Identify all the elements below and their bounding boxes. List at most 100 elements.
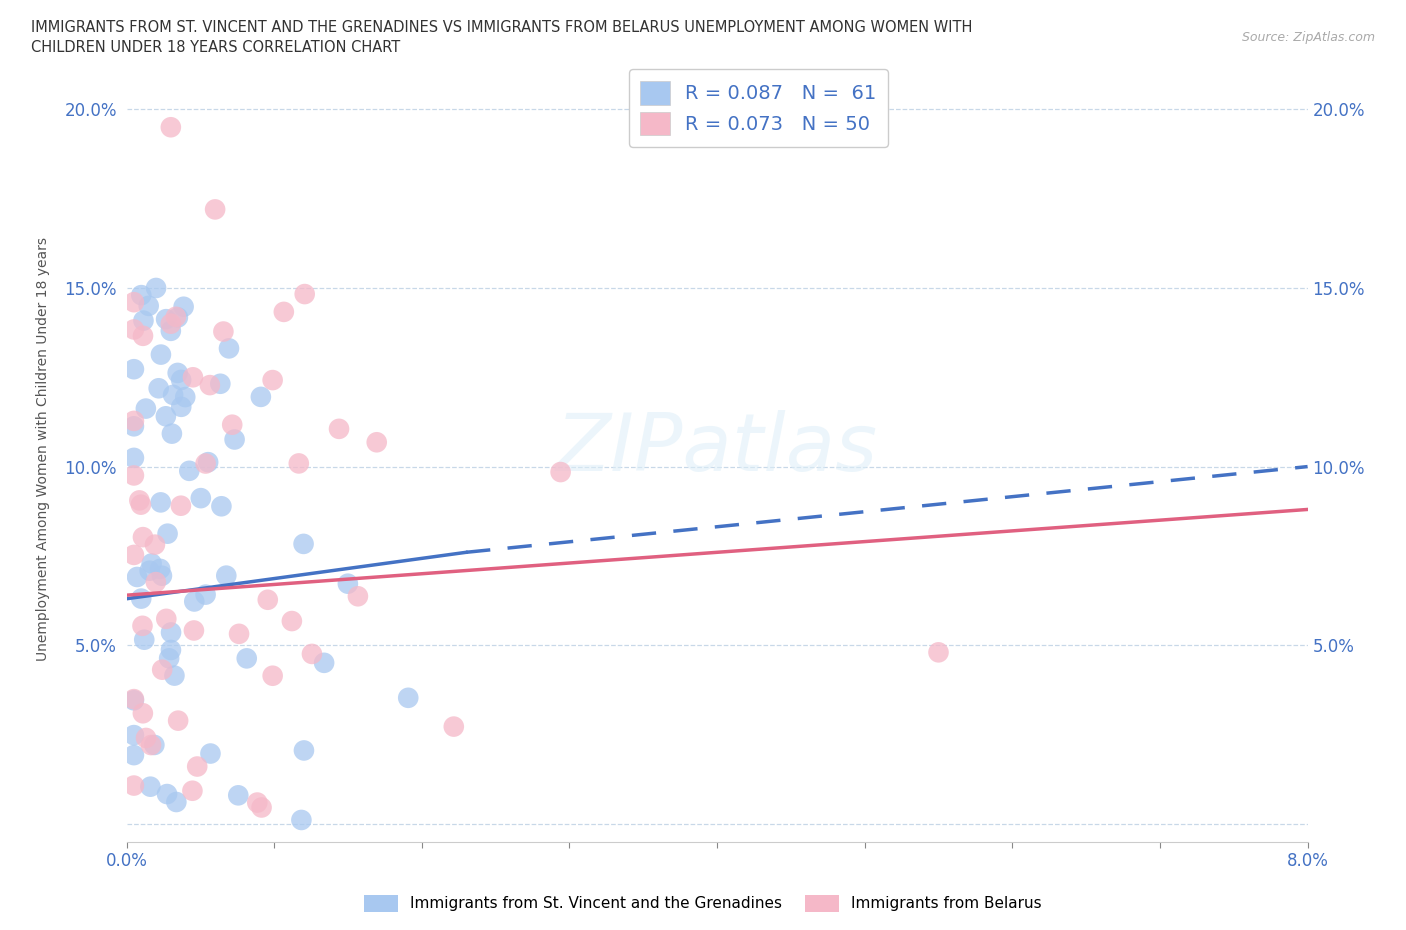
Point — [366, 435, 388, 450]
Point — [328, 421, 350, 436]
Point — [132, 706, 155, 721]
Point — [224, 432, 246, 447]
Point — [131, 618, 153, 633]
Point — [163, 668, 186, 683]
Point — [262, 373, 284, 388]
Y-axis label: Unemployment Among Women with Children Under 18 years: Unemployment Among Women with Children U… — [37, 237, 51, 660]
Point — [218, 341, 240, 356]
Point — [173, 299, 195, 314]
Point — [290, 813, 312, 828]
Point — [150, 662, 173, 677]
Point — [347, 589, 370, 604]
Point — [170, 372, 193, 387]
Point — [135, 730, 157, 745]
Point — [226, 788, 249, 803]
Point — [132, 313, 155, 328]
Point — [928, 644, 950, 659]
Point — [150, 568, 173, 583]
Point — [181, 783, 204, 798]
Point — [122, 322, 145, 337]
Point — [294, 286, 316, 301]
Point — [165, 794, 187, 809]
Point — [129, 498, 152, 512]
Point — [132, 328, 155, 343]
Point — [122, 362, 145, 377]
Point — [155, 409, 177, 424]
Point — [156, 526, 179, 541]
Text: CHILDREN UNDER 18 YEARS CORRELATION CHART: CHILDREN UNDER 18 YEARS CORRELATION CHAR… — [31, 40, 401, 55]
Point — [143, 538, 166, 552]
Point — [209, 498, 232, 513]
Point — [160, 120, 183, 135]
Text: IMMIGRANTS FROM ST. VINCENT AND THE GRENADINES VS IMMIGRANTS FROM BELARUS UNEMPL: IMMIGRANTS FROM ST. VINCENT AND THE GREN… — [31, 20, 973, 35]
Point — [132, 530, 155, 545]
Point — [122, 418, 145, 433]
Point — [134, 632, 156, 647]
Point — [209, 377, 232, 392]
Text: Source: ZipAtlas.com: Source: ZipAtlas.com — [1241, 31, 1375, 44]
Legend: R = 0.087   N =  61, R = 0.073   N = 50: R = 0.087 N = 61, R = 0.073 N = 50 — [628, 70, 889, 147]
Point — [122, 778, 145, 793]
Point — [145, 281, 167, 296]
Point — [550, 465, 572, 480]
Point — [262, 669, 284, 684]
Point — [273, 304, 295, 319]
Point — [162, 388, 184, 403]
Text: ZIPatlas: ZIPatlas — [555, 410, 879, 487]
Point — [183, 623, 205, 638]
Point — [186, 759, 208, 774]
Point — [167, 310, 190, 325]
Point — [228, 627, 250, 642]
Point — [122, 693, 145, 708]
Point — [138, 299, 160, 313]
Point — [170, 399, 193, 414]
Point — [145, 575, 167, 590]
Point — [122, 548, 145, 563]
Point — [167, 713, 190, 728]
Point — [250, 800, 273, 815]
Point — [170, 498, 193, 513]
Point — [160, 324, 183, 339]
Point — [135, 401, 157, 416]
Point — [181, 370, 204, 385]
Point — [194, 587, 217, 602]
Point — [122, 727, 145, 742]
Point — [292, 537, 315, 551]
Point — [292, 743, 315, 758]
Point — [190, 491, 212, 506]
Point — [149, 495, 172, 510]
Point — [336, 577, 359, 591]
Point — [165, 310, 187, 325]
Point — [149, 562, 172, 577]
Point — [174, 390, 197, 405]
Point — [139, 779, 162, 794]
Legend: Immigrants from St. Vincent and the Grenadines, Immigrants from Belarus: Immigrants from St. Vincent and the Gren… — [359, 889, 1047, 918]
Point — [155, 312, 177, 326]
Point — [160, 643, 183, 658]
Point — [157, 651, 180, 666]
Point — [122, 414, 145, 429]
Point — [149, 347, 172, 362]
Point — [246, 795, 269, 810]
Point — [183, 594, 205, 609]
Point — [443, 719, 465, 734]
Point — [215, 568, 238, 583]
Point — [256, 592, 278, 607]
Point — [204, 202, 226, 217]
Point — [314, 656, 336, 671]
Point — [250, 390, 273, 405]
Point — [127, 569, 149, 584]
Point — [122, 692, 145, 707]
Point — [160, 426, 183, 441]
Point — [122, 748, 145, 763]
Point — [396, 690, 419, 705]
Point — [129, 287, 153, 302]
Point — [179, 463, 201, 478]
Point — [155, 611, 177, 626]
Point — [301, 646, 323, 661]
Point — [281, 614, 304, 629]
Point — [198, 378, 221, 392]
Point — [156, 787, 179, 802]
Point — [141, 556, 163, 571]
Point — [166, 365, 188, 380]
